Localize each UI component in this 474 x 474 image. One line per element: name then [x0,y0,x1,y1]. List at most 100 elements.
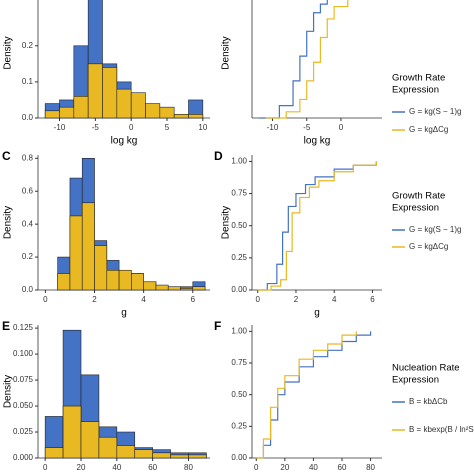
histogram-bar [152,452,171,459]
y-tick-label: 1.00 [231,157,247,166]
x-tick-label: 5 [165,123,170,132]
y-tick-label: 0.50 [231,390,247,399]
x-tick-label: -5 [92,123,100,132]
x-tick-label: 20 [77,463,86,472]
x-tick-label: 6 [370,295,375,304]
x-axis-label: g [314,308,320,319]
x-axis-label: log kg [304,136,331,147]
y-tick-label: 0.025 [13,427,34,436]
ecdf-line [258,0,328,119]
legend-title: Expression [392,203,439,214]
x-tick-label: 0 [43,463,48,472]
x-tick-label: 4 [332,295,337,304]
y-tick-label: 0.4 [22,219,34,228]
legend-title: Growth Rate [392,191,445,202]
histogram-bar [173,114,189,119]
histogram-bar [57,273,71,291]
x-tick-label: -10 [54,123,66,132]
histogram-bar [134,449,153,459]
histogram-bar [188,114,204,119]
histogram-bar [180,288,194,291]
ecdf-line [257,161,377,291]
histogram-bar [98,436,118,459]
y-tick-label: 0.25 [231,253,247,262]
histogram-bar [73,96,89,119]
x-tick-label: 0 [43,295,48,304]
x-tick-label: 80 [366,463,375,472]
y-tick-label: 0.00 [231,285,247,294]
y-tick-label: 0.00 [231,453,247,462]
y-axis-label: Density [3,206,14,239]
y-tick-label: 0.75 [231,189,247,198]
y-tick-label: 0.0 [22,113,34,122]
histogram-bar [131,273,144,291]
legend-title: Expression [392,85,439,96]
x-tick-label: 80 [184,463,193,472]
y-tick-label: 0.100 [13,349,34,358]
histogram-bar [62,405,82,459]
y-tick-label: 0.125 [13,323,34,332]
x-tick-label: 0 [129,123,134,132]
ecdf-line [265,0,349,119]
histogram-bar [145,103,161,119]
histogram-bar [130,92,146,119]
y-tick-label: 1.00 [231,326,247,335]
legend-label: B = kbexp(B / ln²S) [409,425,474,434]
histogram-bar [143,281,157,291]
x-tick-label: 2 [294,295,299,304]
legend-label: G = kgΔCg [409,125,448,134]
histogram-bar [59,106,75,119]
x-tick-label: 20 [280,463,289,472]
legend-label: G = kg(S − 1)g [409,107,461,116]
histogram-bar [155,284,169,291]
x-tick-label: 6 [191,295,196,304]
histogram-bar [87,63,103,119]
histogram-bar [102,67,118,119]
histogram-bar [106,269,120,291]
x-tick-label: 10 [198,123,207,132]
x-tick-label: 60 [338,463,347,472]
x-tick-label: 0 [256,295,261,304]
y-axis-label: Density [221,206,232,239]
x-tick-label: -5 [303,123,311,132]
histogram-bar [94,245,108,291]
histogram-bar [167,286,181,291]
histogram-bar [44,447,64,459]
y-tick-label: 0.050 [13,401,34,410]
legend-title: Nucleation Rate [392,363,460,374]
legend-label: B = kbΔCb [409,397,448,406]
histogram-bar [44,110,60,119]
y-tick-label: 0.0 [22,285,34,294]
x-tick-label: 0 [254,463,259,472]
histogram-bar [170,454,189,459]
x-tick-label: 60 [148,463,157,472]
y-axis-label: Density [3,36,14,69]
y-tick-label: 0.6 [22,186,34,195]
histogram-bar [69,215,83,291]
y-tick-label: 0.075 [13,375,34,384]
histogram-bar [159,106,175,119]
y-tick-label: 0.1 [22,77,34,86]
y-tick-label: 0.2 [22,41,34,50]
histogram-bar [192,286,206,291]
legend-title: Growth Rate [392,73,445,84]
x-axis-label: log kg [111,136,138,147]
y-tick-label: 0.75 [231,358,247,367]
panel-label: F [214,319,221,333]
x-tick-label: 0 [339,123,344,132]
legend-label: G = kgΔCg [409,242,448,251]
y-tick-label: 0.50 [231,221,247,230]
legend-label: G = kg(S − 1)g [409,225,461,234]
y-axis-label: Density [221,36,232,69]
y-tick-label: 0.8 [22,153,34,162]
x-tick-label: 2 [92,295,97,304]
x-axis-label: g [121,308,127,319]
x-tick-label: 4 [141,295,146,304]
histogram-bar [116,88,132,119]
x-tick-label: 40 [309,463,318,472]
y-tick-label: 0.25 [231,421,247,430]
y-tick-label: 0.2 [22,252,34,261]
panel-label: C [2,149,11,163]
histogram-bar [188,454,207,459]
